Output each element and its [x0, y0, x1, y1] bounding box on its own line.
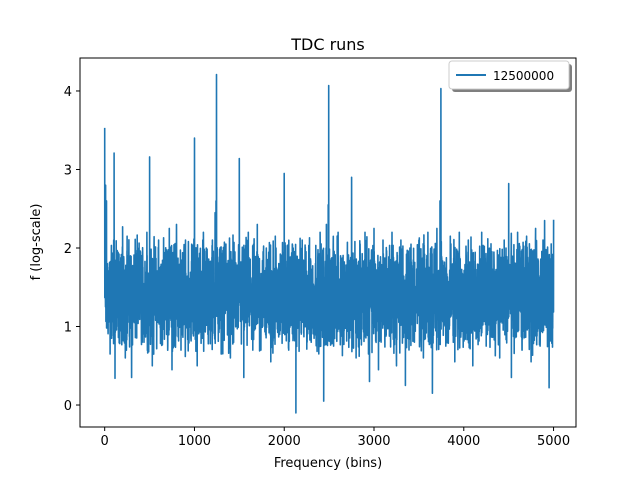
x-axis: 0 1000 2000 3000 4000 5000: [101, 427, 570, 449]
y-tick-label: 4: [64, 85, 72, 100]
y-tick-label: 2: [64, 242, 72, 257]
x-tick-label: 4000: [447, 434, 480, 449]
legend-label: 12500000: [493, 69, 554, 83]
axes-frame: [79, 57, 577, 428]
y-axis-label: f (log-scale): [29, 204, 44, 281]
x-tick-label: 5000: [537, 434, 570, 449]
series-layer: [103, 73, 555, 414]
series-line: [103, 73, 555, 414]
x-tick-label: 2000: [268, 434, 301, 449]
x-axis-label: Frequency (bins): [274, 456, 382, 471]
chart-title: TDC runs: [290, 35, 365, 54]
legend-box: [448, 60, 570, 90]
y-tick-label: 0: [64, 399, 72, 414]
y-axis: 0 1 2 3 4: [64, 85, 80, 414]
x-tick-label: 3000: [357, 434, 390, 449]
x-tick-label: 0: [101, 434, 109, 449]
x-tick-label: 1000: [178, 434, 211, 449]
plot-area: [79, 57, 577, 428]
y-tick-label: 1: [64, 321, 72, 336]
legend: 12500000: [448, 60, 572, 92]
y-tick-label: 3: [64, 163, 72, 178]
